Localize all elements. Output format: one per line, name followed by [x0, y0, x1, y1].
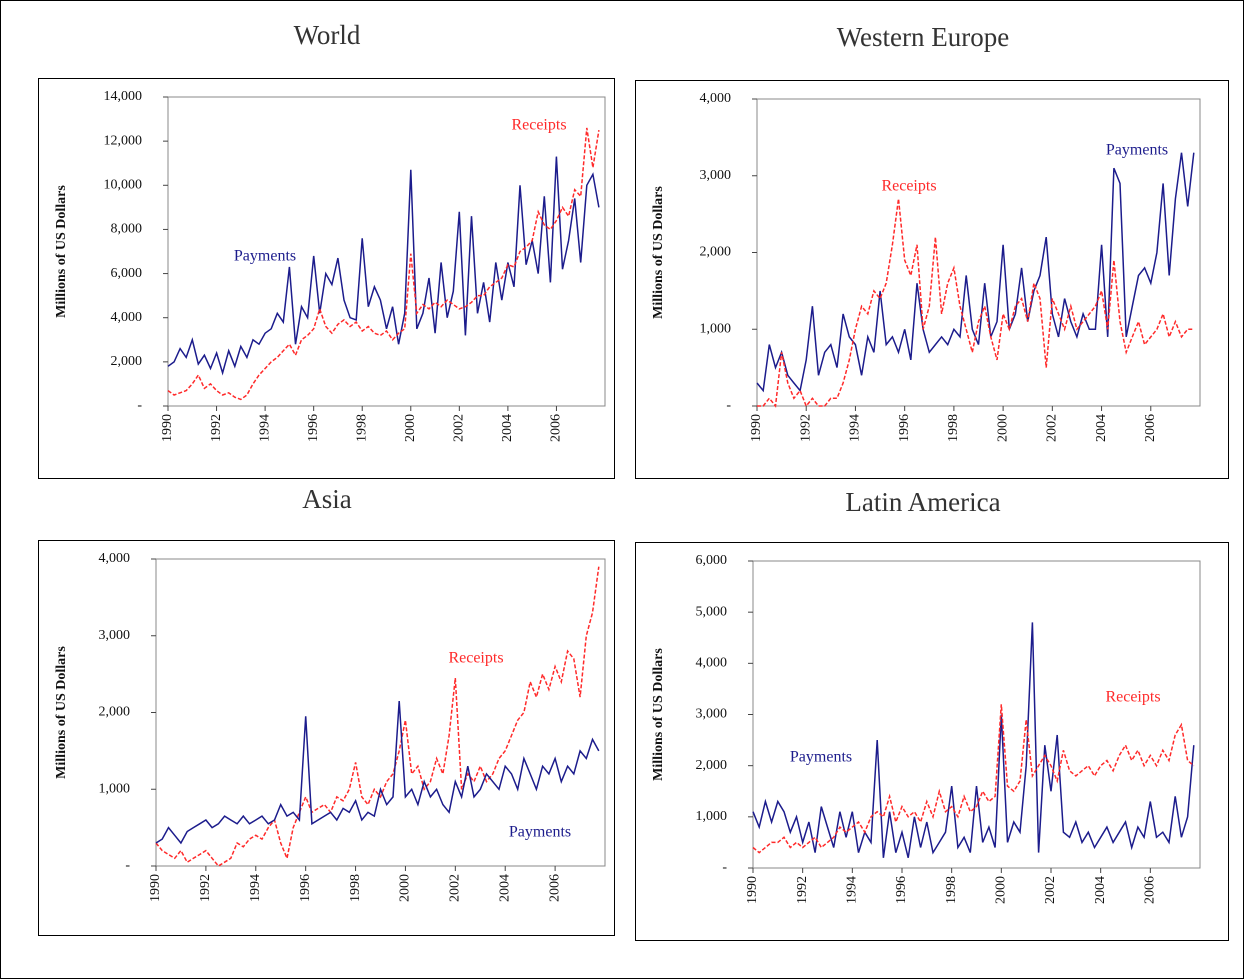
x-tick-label: 2002 [1043, 876, 1058, 904]
series-label: Payments [1106, 142, 1168, 159]
y-tick-label: 2,000 [111, 354, 143, 369]
x-tick-label: 2004 [497, 874, 512, 902]
x-tick-label: 1994 [257, 414, 272, 442]
x-tick-label: 1998 [348, 874, 363, 902]
x-tick-label: 1990 [148, 874, 163, 902]
y-tick-label: - [137, 398, 142, 413]
chart-title: Latin America [845, 487, 1000, 517]
y-tick-label: 12,000 [104, 133, 143, 148]
y-axis-label: Millions of US Dollars [54, 646, 69, 779]
chart-panel: Latin America Millions of US Dollars - 1,00… [635, 487, 1229, 941]
chart-panel: Asia Millions of US Dollars - 1,000 2,000 3,0… [38, 484, 615, 936]
x-tick-label: 1994 [248, 874, 263, 902]
chart-panel: Western Europe Millions of US Dollars - 1,0… [635, 22, 1229, 479]
series-label: Receipts [448, 650, 503, 667]
x-tick-label: 2000 [403, 414, 418, 442]
series-label: Receipts [511, 117, 566, 134]
panel-frame [38, 78, 615, 479]
x-tick-label: 1990 [749, 414, 764, 442]
x-tick-label: 1996 [306, 414, 321, 442]
y-tick-label: 4,000 [700, 91, 732, 106]
series-label: Payments [790, 749, 852, 766]
x-tick-label: 2004 [500, 414, 515, 442]
series-line [155, 700, 600, 845]
series-line [167, 127, 600, 401]
y-tick-label: 4,000 [696, 656, 728, 671]
y-axis-label: Millions of US Dollars [651, 186, 666, 319]
y-tick-label: 3,000 [700, 168, 732, 183]
x-tick-label: 2006 [549, 414, 564, 442]
series-line [757, 198, 1194, 408]
y-axis-label: Millions of US Dollars [54, 185, 69, 318]
y-tick-label: 2,000 [700, 245, 732, 260]
x-tick-label: 2002 [1045, 414, 1060, 442]
panel-frame [635, 542, 1229, 941]
chart-title: Asia [302, 484, 352, 514]
series-line [155, 566, 600, 867]
y-axis-label: Millions of US Dollars [651, 648, 666, 781]
x-tick-label: 1996 [897, 414, 912, 442]
y-tick-label: 8,000 [111, 222, 143, 237]
y-tick-label: - [125, 858, 130, 873]
y-tick-label: 3,000 [696, 707, 728, 722]
y-tick-label: 6,000 [696, 553, 728, 568]
series-line [167, 156, 600, 376]
y-tick-label: 10,000 [104, 178, 143, 193]
x-tick-label: 2006 [1143, 876, 1158, 904]
y-tick-label: 1,000 [700, 321, 732, 336]
x-tick-label: 1998 [944, 876, 959, 904]
x-tick-label: 1996 [894, 876, 909, 904]
series-label: Receipts [881, 178, 936, 195]
chart-panel: World Millions of US Dollars - 2,000 4,000 6,… [38, 20, 615, 479]
plot-area [167, 96, 606, 407]
y-tick-label: 4,000 [99, 551, 131, 566]
panel-frame [38, 540, 615, 936]
x-tick-label: 2000 [398, 874, 413, 902]
x-tick-label: 1994 [848, 414, 863, 442]
x-tick-label: 2006 [1143, 414, 1158, 442]
x-tick-label: 1992 [795, 876, 810, 904]
series-label: Payments [234, 248, 296, 265]
series-line [752, 704, 1195, 854]
series-label: Payments [509, 824, 571, 841]
x-tick-label: 2004 [1093, 876, 1108, 904]
chart-title: Western Europe [837, 22, 1010, 52]
x-tick-label: 2002 [452, 414, 467, 442]
series-label: Receipts [1105, 689, 1160, 706]
y-tick-label: 3,000 [99, 628, 131, 643]
y-tick-label: 14,000 [104, 89, 143, 104]
y-tick-label: - [726, 398, 731, 413]
series-line [752, 622, 1195, 858]
x-tick-label: 1996 [298, 874, 313, 902]
x-tick-label: 2002 [448, 874, 463, 902]
y-tick-label: 1,000 [99, 781, 131, 796]
y-tick-label: 2,000 [696, 758, 728, 773]
y-tick-label: 6,000 [111, 266, 143, 281]
y-tick-label: 1,000 [696, 809, 728, 824]
x-tick-label: 1998 [946, 414, 961, 442]
x-tick-label: 2000 [994, 876, 1009, 904]
y-tick-label: 4,000 [111, 310, 143, 325]
y-tick-label: - [722, 860, 727, 875]
y-tick-label: 2,000 [99, 705, 131, 720]
chart-title: World [294, 20, 361, 50]
x-tick-label: 1990 [745, 876, 760, 904]
x-tick-label: 2000 [995, 414, 1010, 442]
panel-frame [635, 80, 1229, 479]
x-tick-label: 1998 [354, 414, 369, 442]
x-tick-label: 2006 [547, 874, 562, 902]
x-tick-label: 2004 [1094, 414, 1109, 442]
x-tick-label: 1992 [209, 414, 224, 442]
y-tick-label: 5,000 [696, 604, 728, 619]
x-tick-label: 1990 [160, 414, 175, 442]
x-tick-label: 1992 [798, 414, 813, 442]
x-tick-label: 1992 [198, 874, 213, 902]
x-tick-label: 1994 [845, 876, 860, 904]
